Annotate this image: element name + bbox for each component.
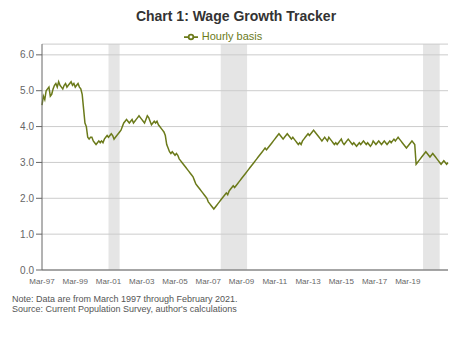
svg-text:Mar-01: Mar-01 (96, 277, 122, 286)
svg-text:Mar-15: Mar-15 (329, 277, 355, 286)
svg-text:Mar-03: Mar-03 (129, 277, 155, 286)
svg-text:Mar-05: Mar-05 (162, 277, 188, 286)
svg-text:4.0: 4.0 (20, 121, 34, 132)
html-text:Hourly basis: Hourly basis (201, 30, 263, 42)
svg-text:Mar-97: Mar-97 (29, 277, 55, 286)
svg-text:1.0: 1.0 (20, 229, 34, 240)
svg-text:0.0: 0.0 (20, 265, 34, 276)
html-text:Note: Data are from March 1997: Note: Data are from March 1997 through F… (12, 294, 238, 314)
svg-text:Mar-19: Mar-19 (395, 277, 421, 286)
svg-text:Mar-11: Mar-11 (262, 277, 287, 286)
svg-text:3.0: 3.0 (20, 157, 34, 168)
svg-text:Mar-17: Mar-17 (362, 277, 388, 286)
svg-text:2.0: 2.0 (20, 193, 34, 204)
svg-text:Mar-09: Mar-09 (229, 277, 255, 286)
html-text:Chart 1: Wage Growth Tracker: Chart 1: Wage Growth Tracker (135, 8, 337, 24)
svg-text:6.0: 6.0 (20, 49, 34, 60)
svg-text:Mar-99: Mar-99 (63, 277, 89, 286)
svg-text:5.0: 5.0 (20, 85, 34, 96)
svg-text:Mar-07: Mar-07 (196, 277, 222, 286)
svg-text:Mar-13: Mar-13 (295, 277, 321, 286)
